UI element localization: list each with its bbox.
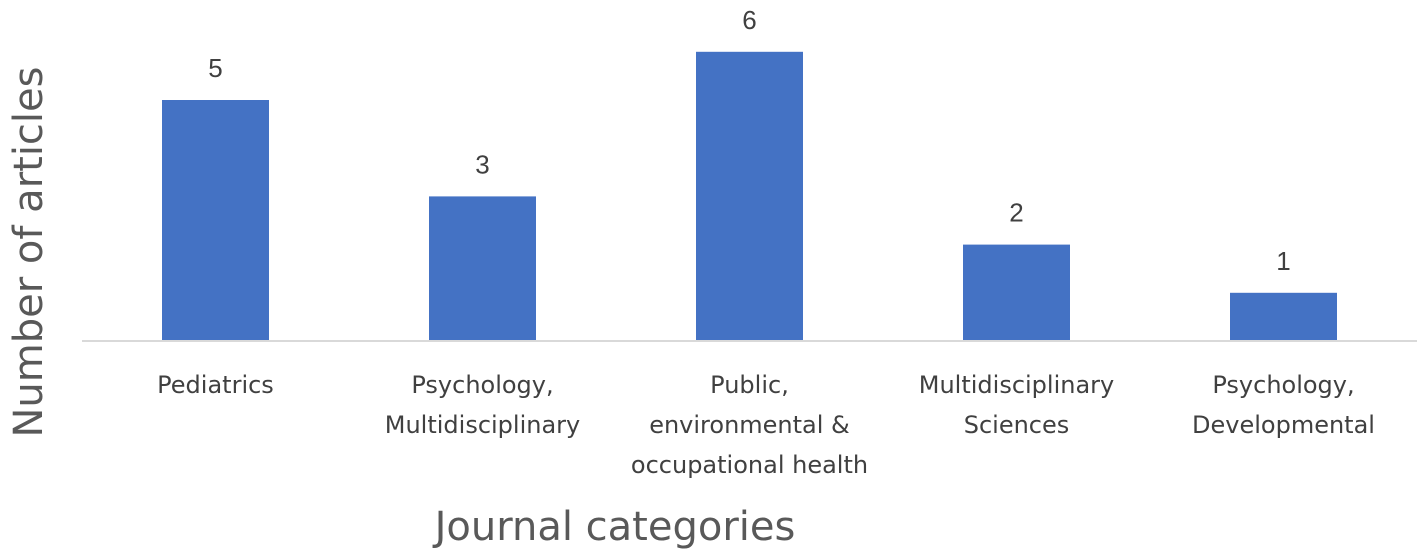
data-labels-group: 5 3 6 2 1 — [208, 5, 1290, 276]
x-tick-label-2: Psychology, Multidisciplinary — [385, 371, 581, 439]
bar-5 — [1230, 292, 1337, 341]
x-tick-labels-group: Pediatrics Psychology, Multidisciplinary Pu… — [157, 371, 1375, 479]
x-tick-label-line: Pediatrics — [157, 371, 274, 399]
data-label-1: 5 — [208, 53, 222, 83]
x-tick-label-4: Multidisciplinary Sciences — [919, 371, 1115, 439]
x-tick-label-line: occupational health — [631, 451, 868, 479]
x-tick-label-1: Pediatrics — [157, 371, 274, 399]
bar-3 — [696, 51, 803, 342]
bar-4 — [963, 244, 1070, 341]
x-tick-label-5: Psychology, Developmental — [1192, 371, 1375, 439]
x-tick-label-3: Public, environmental & occupational healt… — [631, 371, 868, 479]
x-tick-label-line: environmental & — [649, 411, 850, 439]
bar-1 — [162, 100, 269, 341]
data-label-3: 6 — [742, 5, 756, 35]
data-label-4: 2 — [1009, 198, 1023, 228]
data-label-5: 1 — [1276, 246, 1290, 276]
y-axis-title: Number of articles — [6, 67, 52, 438]
bars-group — [162, 51, 1337, 342]
data-label-2: 3 — [475, 149, 489, 179]
x-tick-label-line: Multidisciplinary — [919, 371, 1115, 399]
x-tick-label-line: Psychology, — [1212, 371, 1354, 399]
x-tick-label-line: Developmental — [1192, 411, 1375, 439]
x-axis-title: Journal categories — [432, 504, 796, 550]
x-tick-label-line: Sciences — [964, 411, 1070, 439]
x-tick-label-line: Public, — [710, 371, 789, 399]
x-tick-label-line: Multidisciplinary — [385, 411, 581, 439]
x-tick-label-line: Psychology, — [411, 371, 553, 399]
bar-2 — [429, 196, 536, 341]
